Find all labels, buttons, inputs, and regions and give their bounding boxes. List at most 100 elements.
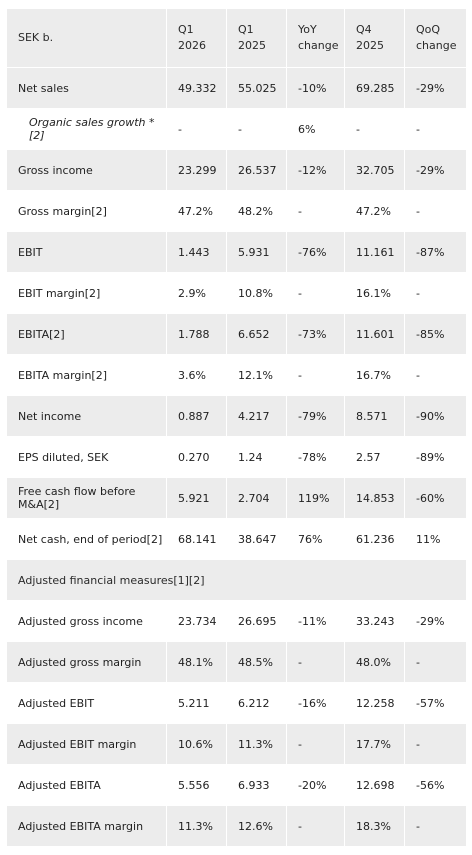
cell-q4-2025: 17.7% [344,723,405,765]
cell-q1-2025: 6.212 [226,682,287,724]
table-row: EBIT 1.443 5.931 -76% 11.161 -87% [6,231,467,273]
cell-qoq-change: - [404,805,467,847]
cell-yoy-change: -73% [286,313,345,355]
header-qoq-line2: change [416,39,457,52]
cell-q1-2025: 6.933 [226,764,287,806]
header-qoq-line1: QoQ [416,23,441,36]
row-label: EBIT margin[2] [6,272,167,314]
table-row: Net income 0.887 4.217 -79% 8.571 -90% [6,395,467,437]
cell-q1-2025: 10.8% [226,272,287,314]
row-label: Adjusted gross income [6,600,167,642]
table-body: Net sales 49.332 55.025 -10% 69.285 -29% Organ… [6,67,467,847]
table-row: Organic sales growth *[2] - -6% - - [6,108,467,150]
cell-q1-2025: 2.704 [226,477,287,519]
row-label: Adjusted EBIT [6,682,167,724]
cell-q1-2026: 48.1% [166,641,227,683]
cell-qoq-change: -87% [404,231,467,273]
table-row: Net cash, end of period[2] 68.141 38.647 76… [6,518,467,560]
section-header-row: Adjusted financial measures[1][2] [6,559,467,601]
cell-yoy-change: - [286,805,345,847]
cell-qoq-change: - [404,723,467,765]
cell-yoy-change: -11% [286,600,345,642]
cell-q1-2025: 4.217 [226,395,287,437]
table-row: Adjusted EBIT margin 10.6% 11.3% -17.7% - [6,723,467,765]
table-row: Gross income 23.299 26.537 -12% 32.705 -29% [6,149,467,191]
cell-q1-2025: 1.24 [226,436,287,478]
cell-yoy-change: - [286,272,345,314]
row-label: Net income [6,395,167,437]
header-yoy-change: YoY change [286,8,345,68]
header-q4-2025-line2: 2025 [356,39,384,52]
cell-q4-2025: 16.1% [344,272,405,314]
table-row: Free cash flow before M&A[2] 5.921 2.704 11… [6,477,467,519]
cell-qoq-change: - [404,641,467,683]
cell-qoq-change: -60% [404,477,467,519]
cell-q4-2025: 14.853 [344,477,405,519]
table-row: Adjusted gross margin 48.1% 48.5% -48.0% - [6,641,467,683]
header-q1-2025: Q1 2025 [226,8,287,68]
cell-q4-2025: 8.571 [344,395,405,437]
header-unit-label: SEK b. [6,8,167,68]
cell-q1-2025: 48.2% [226,190,287,232]
table-row: EBITA[2] 1.788 6.652 -73% 11.601 -85% [6,313,467,355]
cell-q1-2026: - [166,108,227,150]
cell-q1-2026: 5.556 [166,764,227,806]
header-q4-2025: Q4 2025 [344,8,405,68]
cell-yoy-change: -10% [286,67,345,109]
cell-qoq-change: -89% [404,436,467,478]
cell-q1-2026: 1.443 [166,231,227,273]
cell-q1-2026: 23.299 [166,149,227,191]
row-label: Adjusted EBIT margin [6,723,167,765]
cell-q4-2025: 32.705 [344,149,405,191]
table-row: Adjusted EBITA 5.556 6.933 -20% 12.698 -56% [6,764,467,806]
cell-q1-2025: 26.537 [226,149,287,191]
row-label: EBIT [6,231,167,273]
cell-qoq-change: 11% [404,518,467,560]
cell-q1-2025: 38.647 [226,518,287,560]
cell-q4-2025: 33.243 [344,600,405,642]
header-q1-2025-line1: Q1 [238,23,254,36]
cell-q4-2025: 2.57 [344,436,405,478]
cell-q1-2025: 48.5% [226,641,287,683]
header-q1-2026: Q1 2026 [166,8,227,68]
cell-qoq-change: -57% [404,682,467,724]
cell-qoq-change: -29% [404,149,467,191]
header-yoy-line2: change [298,39,339,52]
cell-qoq-change: - [404,108,467,150]
header-q1-2026-line2: 2026 [178,39,206,52]
cell-q1-2026: 2.9% [166,272,227,314]
cell-q4-2025: 16.7% [344,354,405,396]
cell-yoy-change: - [286,641,345,683]
table-row: Adjusted gross income 23.734 26.695 -11% 33.… [6,600,467,642]
cell-yoy-change: 119% [286,477,345,519]
table-row: EBIT margin[2] 2.9% 10.8% -16.1% - [6,272,467,314]
header-q1-2025-line2: 2025 [238,39,266,52]
cell-yoy-change: 76% [286,518,345,560]
cell-yoy-change: - [286,190,345,232]
table-row: Adjusted EBITA margin 11.3% 12.6% -18.3% - [6,805,467,847]
table-header-row: SEK b. Q1 2026 Q1 2025 YoY change Q4 2025 Qo… [6,8,467,68]
cell-q1-2025: - [226,108,287,150]
cell-q1-2026: 1.788 [166,313,227,355]
cell-yoy-change: - [286,723,345,765]
cell-q4-2025: 61.236 [344,518,405,560]
header-qoq-change: QoQ change [404,8,467,68]
cell-yoy-change: -76% [286,231,345,273]
cell-q1-2026: 11.3% [166,805,227,847]
cell-q4-2025: 12.258 [344,682,405,724]
cell-yoy-change: - [286,354,345,396]
cell-q1-2025: 12.1% [226,354,287,396]
cell-qoq-change: -29% [404,600,467,642]
cell-yoy-change: 6% [286,108,345,150]
cell-qoq-change: - [404,190,467,232]
row-label: Organic sales growth *[2] [6,108,167,150]
cell-q4-2025: 47.2% [344,190,405,232]
table-row: Gross margin[2] 47.2% 48.2% -47.2% - [6,190,467,232]
cell-q1-2025: 12.6% [226,805,287,847]
cell-q4-2025: 69.285 [344,67,405,109]
cell-q4-2025: 18.3% [344,805,405,847]
cell-q1-2025: 11.3% [226,723,287,765]
cell-q1-2025: 55.025 [226,67,287,109]
cell-qoq-change: -90% [404,395,467,437]
cell-q1-2026: 10.6% [166,723,227,765]
